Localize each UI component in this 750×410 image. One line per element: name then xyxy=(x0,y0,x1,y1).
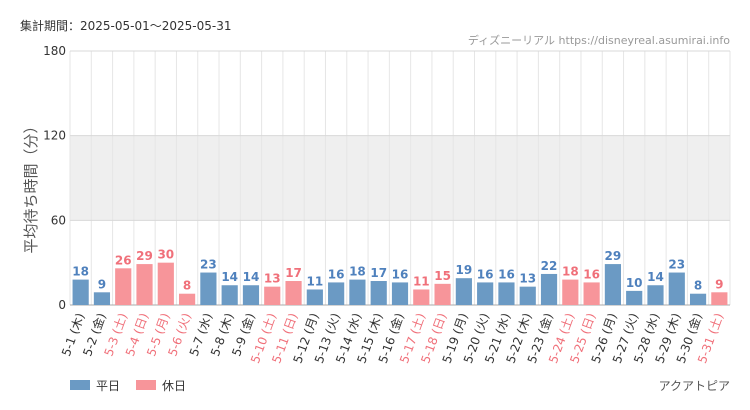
bar xyxy=(115,268,132,305)
bar xyxy=(93,292,111,305)
bar-value-label: 16 xyxy=(328,267,345,281)
bar-value-label: 14 xyxy=(243,270,260,284)
y-tick-label: 60 xyxy=(51,213,66,227)
bar-value-label: 13 xyxy=(519,272,536,286)
bar-value-label: 8 xyxy=(694,279,702,293)
bar xyxy=(328,282,345,305)
bar xyxy=(455,278,472,305)
bar-value-label: 14 xyxy=(221,270,238,284)
legend-swatch-holiday xyxy=(136,380,156,390)
period-label: 集計期間：2025-05-01～2025-05-31 xyxy=(20,18,231,33)
bar xyxy=(540,273,558,305)
x-axis-ticks: 5-1 (木)5-2 (金)5-3 (土)5-4 (日)5-5 (月)5-6 (… xyxy=(59,311,726,365)
bar xyxy=(391,282,409,305)
bar xyxy=(200,272,217,305)
bar-value-label: 11 xyxy=(306,274,323,288)
legend-label-weekday: 平日 xyxy=(96,379,120,393)
bar-value-label: 11 xyxy=(413,274,430,288)
bar-value-label: 9 xyxy=(98,277,106,291)
bar-value-label: 13 xyxy=(264,272,281,286)
bar xyxy=(434,283,451,305)
shaded-band xyxy=(70,135,730,221)
bar-value-label: 23 xyxy=(668,258,685,272)
bar xyxy=(221,285,238,305)
source-label: ディズニーリアル https://disneyreal.asumirai.inf… xyxy=(468,33,730,47)
bar-value-label: 10 xyxy=(626,276,643,290)
bar xyxy=(583,282,600,305)
bar xyxy=(604,264,621,305)
bar xyxy=(349,279,366,305)
bar-value-label: 29 xyxy=(605,249,622,263)
y-tick-label: 0 xyxy=(58,298,66,312)
bar xyxy=(519,286,536,305)
bar-value-label: 23 xyxy=(200,258,217,272)
bar xyxy=(370,281,387,305)
bar xyxy=(264,286,281,305)
bar xyxy=(157,262,174,305)
bar-value-label: 15 xyxy=(434,269,451,283)
y-axis-label: 平均待ち時間（分） xyxy=(22,118,40,253)
bar-value-label: 26 xyxy=(115,253,132,267)
bar-value-label: 17 xyxy=(285,266,302,280)
bar-value-label: 30 xyxy=(157,248,174,262)
bar-value-label: 17 xyxy=(370,266,387,280)
bar xyxy=(626,290,643,305)
bar-value-label: 18 xyxy=(349,265,366,279)
bar-value-label: 22 xyxy=(541,259,558,273)
bar xyxy=(689,293,707,305)
value-labels: 18 9 26 29 30 8 23 14 14 13 17 11 16 18 17 16 11 15 19 16 16… xyxy=(72,248,723,293)
bar-value-label: 18 xyxy=(562,265,579,279)
legend-swatch-weekday xyxy=(70,380,90,390)
bar xyxy=(285,281,302,305)
attraction-name: アクアトピア xyxy=(659,379,730,393)
bar-value-label: 16 xyxy=(477,267,494,281)
bars xyxy=(72,262,728,305)
bar-value-label: 14 xyxy=(647,270,664,284)
bar xyxy=(72,279,89,305)
bar-value-label: 19 xyxy=(456,263,473,277)
bar xyxy=(668,272,685,305)
bar xyxy=(498,282,515,305)
bar-value-label: 16 xyxy=(583,267,600,281)
y-tick-label: 180 xyxy=(43,44,66,58)
y-tick-label: 120 xyxy=(43,129,66,143)
bar xyxy=(242,285,260,305)
bar-value-label: 29 xyxy=(136,249,153,263)
gridlines xyxy=(69,50,731,306)
bar-value-label: 9 xyxy=(715,277,723,291)
y-axis-ticks: 0 60 120 180 xyxy=(43,44,66,312)
bar xyxy=(306,289,323,305)
bar-value-label: 8 xyxy=(183,279,191,293)
bar xyxy=(647,285,664,305)
bar xyxy=(711,292,728,305)
bar xyxy=(136,264,153,305)
bar-value-label: 18 xyxy=(72,265,89,279)
bar xyxy=(413,289,430,305)
bar-value-label: 16 xyxy=(498,267,515,281)
bar-value-label: 16 xyxy=(392,267,409,281)
legend: 平日 休日 xyxy=(70,379,186,393)
bar xyxy=(562,279,579,305)
bar xyxy=(179,293,196,305)
legend-label-holiday: 休日 xyxy=(162,379,186,393)
bar xyxy=(477,282,494,305)
